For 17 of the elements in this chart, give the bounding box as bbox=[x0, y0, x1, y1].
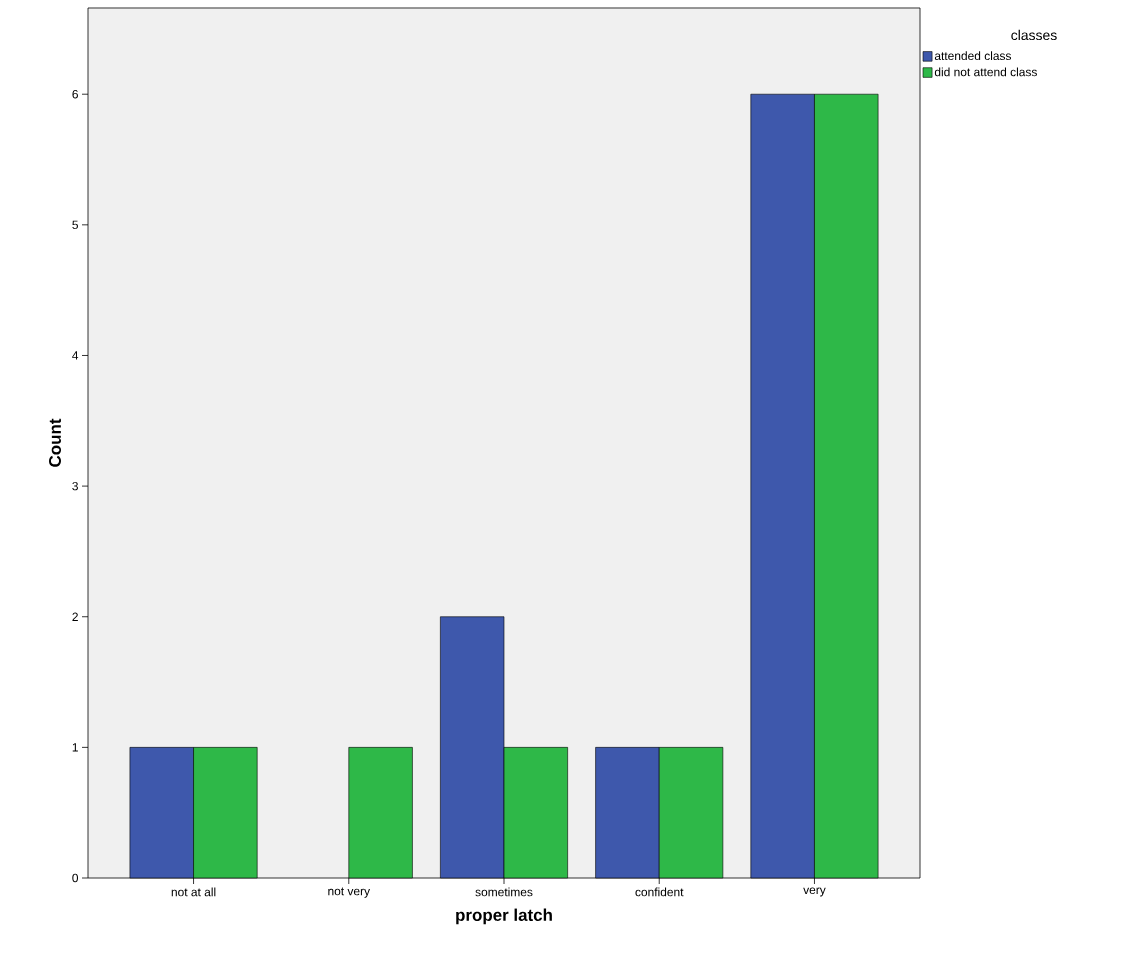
legend-label: attended class bbox=[934, 51, 1012, 61]
x-tick-label: not very bbox=[328, 887, 371, 898]
y-tick-label: 2 bbox=[72, 612, 78, 621]
y-tick-label: 3 bbox=[72, 481, 78, 491]
x-tick-label: sometimes bbox=[475, 887, 533, 897]
legend-label: did not attend class bbox=[934, 67, 1037, 77]
y-tick-label: 6 bbox=[72, 89, 78, 99]
x-tick-label: not at all bbox=[171, 887, 216, 897]
y-tick-label: 0 bbox=[72, 873, 79, 883]
y-tick-label: 1 bbox=[72, 743, 78, 752]
x-axis-title: proper latch bbox=[456, 908, 552, 925]
legend-title: classes bbox=[1011, 29, 1057, 41]
y-axis-title: Count bbox=[49, 418, 61, 467]
x-tick-label: confident bbox=[635, 887, 684, 897]
x-tick-label: very bbox=[803, 887, 826, 897]
y-tick-label: 4 bbox=[72, 351, 79, 360]
y-tick-label: 5 bbox=[72, 220, 78, 229]
